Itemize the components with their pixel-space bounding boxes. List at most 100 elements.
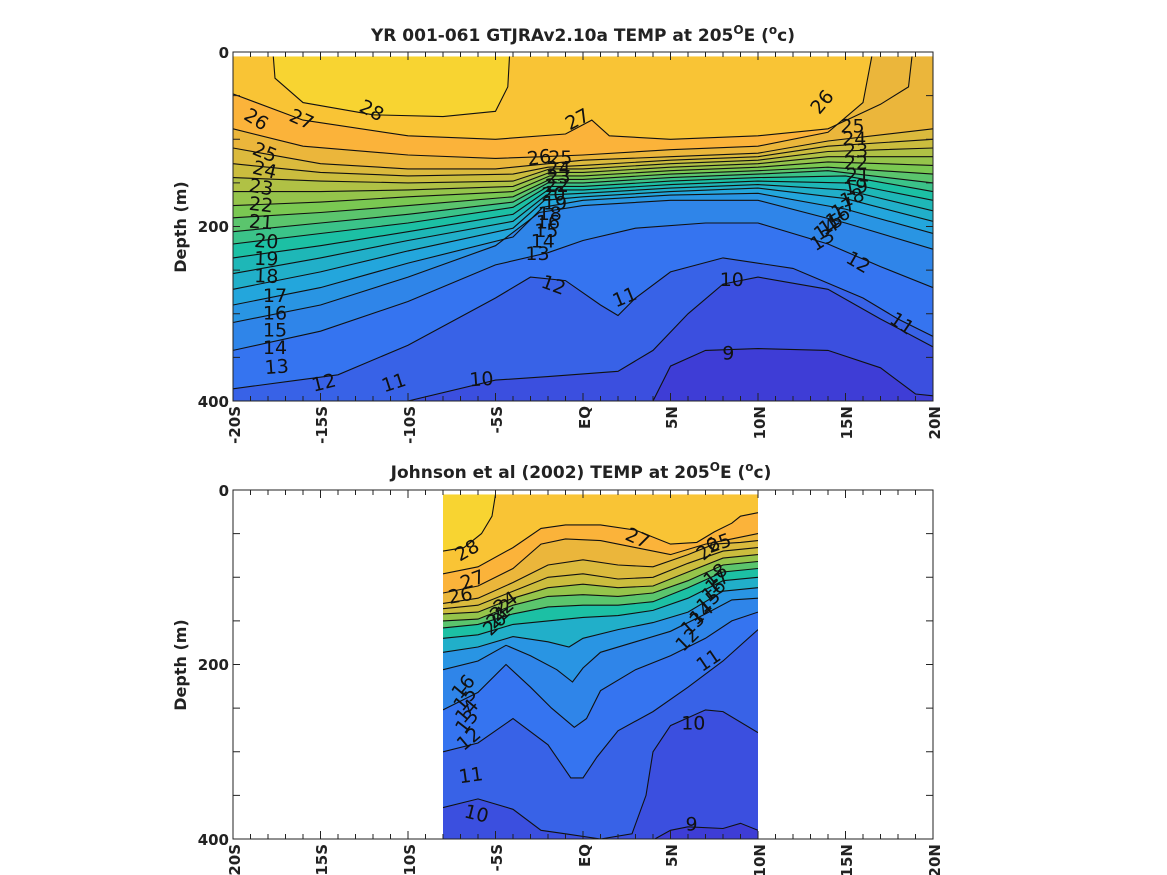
contour-label: 11 (457, 763, 484, 788)
contour-label: 23 (546, 166, 570, 188)
temperature-band (233, 348, 933, 402)
x-tick-label: 10N (751, 406, 769, 439)
contour-line (443, 611, 758, 728)
x-tick-label: -15S (313, 406, 331, 444)
y-tick-labels: 0 200 400 (198, 482, 229, 849)
x-tick-label: 20N (926, 844, 944, 875)
contour-line (233, 56, 873, 159)
x-tick-label: 5N (663, 406, 681, 429)
contour-line (443, 554, 758, 615)
x-tick-label: EQ (576, 406, 594, 429)
x-tick-labels: -20S -15S -10S -5S EQ 5N 10N 15N 20N (226, 406, 944, 444)
temperature-band (443, 709, 758, 839)
x-tick-label: -20S (226, 844, 244, 875)
contour-line (233, 199, 933, 324)
contour-label: 20 (254, 230, 280, 254)
y-axis-label: Depth (m) (171, 181, 190, 273)
contour-label: 9 (685, 814, 697, 836)
x-tick-label: -20S (226, 406, 244, 444)
contour-label: 23 (247, 175, 275, 201)
contour-line (233, 128, 933, 170)
tick-marks (232, 489, 934, 840)
contour-line (654, 822, 758, 839)
contour-line (233, 56, 913, 140)
contour-line (233, 187, 933, 290)
x-tick-labels: -20S -15S -10S -5S EQ 5N 10N 15N 20N (226, 844, 944, 875)
contour-label: 15 (534, 220, 558, 242)
contour-line (233, 257, 933, 390)
contour-label: 22 (545, 175, 569, 197)
x-tick-label: -5S (488, 406, 506, 433)
contour-label: 26 (526, 145, 553, 170)
contour-line (233, 138, 933, 177)
contour-line (233, 180, 933, 259)
temperature-band (443, 823, 758, 839)
y-tick-label: 200 (198, 218, 229, 236)
contour-label: 22 (844, 152, 868, 174)
y-axis-label: Depth (m) (171, 619, 190, 711)
contour-label: 21 (846, 164, 870, 186)
contour-line (233, 166, 933, 219)
contour-label: 14 (531, 231, 555, 253)
contour-label: 10 (469, 368, 495, 392)
contour-lines (443, 494, 758, 839)
contour-line (443, 709, 758, 839)
contour-line (443, 587, 758, 653)
y-tick-label: 200 (198, 656, 229, 674)
contour-label: 18 (254, 265, 279, 288)
contour-label: 18 (538, 203, 562, 225)
tick-marks (232, 51, 934, 402)
contour-line (443, 512, 758, 575)
contour-label: 16 (536, 212, 560, 234)
y-tick-label: 400 (198, 831, 229, 849)
contour-label: 26 (447, 583, 475, 609)
contour-label: 24 (842, 128, 866, 150)
contour-line (443, 494, 497, 552)
contour-label: 9 (722, 342, 734, 364)
chart-title: YR 001-061 GTJRAv2.10a TEMP at 205OE (oc… (370, 23, 795, 46)
contour-line (272, 56, 511, 118)
contour-lines (233, 56, 933, 402)
contour-label: 24 (546, 157, 570, 179)
x-tick-label: 15N (838, 406, 856, 439)
contour-line (443, 576, 758, 639)
x-tick-label: 5N (663, 844, 681, 867)
contour-label: 22 (248, 193, 274, 217)
chart-title: Johnson et al (2002) TEMP at 205OE (oc) (390, 460, 772, 483)
contour-label: 17 (263, 285, 287, 307)
contour-label: 14 (263, 337, 287, 359)
y-tick-label: 0 (219, 482, 229, 500)
x-tick-label: EQ (576, 844, 594, 867)
heatmap-field (233, 56, 933, 402)
contour-line (233, 192, 933, 306)
x-tick-label: -15S (313, 844, 331, 875)
contour-line (443, 560, 758, 622)
x-tick-label: -10S (401, 844, 419, 875)
x-tick-label: -10S (401, 406, 419, 444)
contour-label: 25 (548, 147, 572, 169)
contour-line (443, 547, 758, 610)
contour-label: 10 (720, 269, 744, 291)
contour-label: 20 (541, 184, 565, 206)
contour-line (443, 597, 758, 683)
contour-label: 19 (254, 248, 279, 271)
contour-line (233, 147, 933, 184)
contour-line (233, 161, 933, 207)
contour-line (443, 540, 758, 604)
contour-line (652, 348, 933, 402)
contour-label: 16 (263, 302, 287, 324)
contour-line (233, 222, 933, 351)
contour-line (233, 156, 933, 193)
contour-label: 15 (263, 320, 287, 342)
contour-label: 19 (842, 175, 870, 201)
contour-label: 13 (525, 243, 549, 265)
contour-line (233, 184, 933, 275)
contour-line (443, 629, 758, 779)
x-tick-label: 10N (751, 844, 769, 875)
contour-line (443, 567, 758, 629)
contour-label: 19 (543, 192, 567, 214)
y-tick-label: 400 (198, 393, 229, 411)
